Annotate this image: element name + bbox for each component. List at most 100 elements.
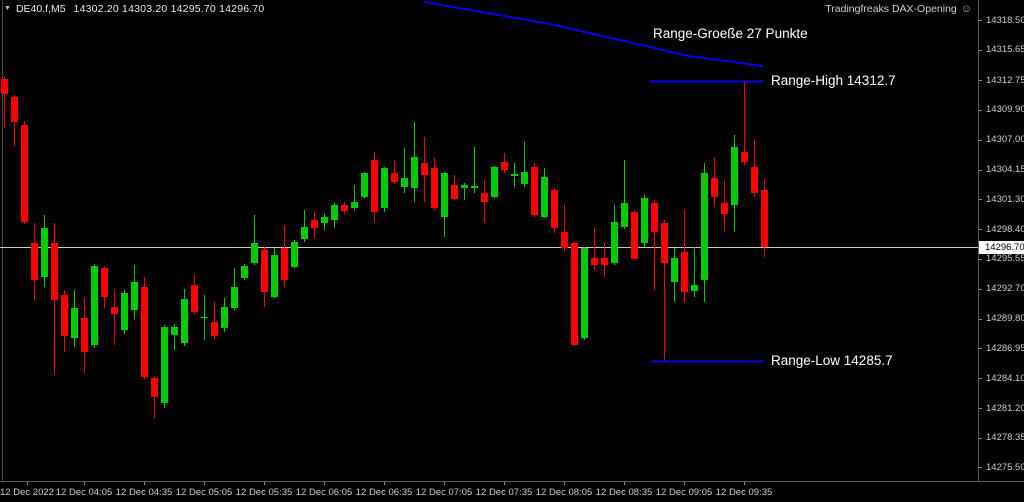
candle-body	[341, 205, 348, 211]
time-axis-tick	[204, 482, 205, 485]
candle-body	[11, 97, 18, 122]
dropdown-arrow-icon[interactable]: ▼	[4, 5, 11, 12]
candle-body	[741, 152, 748, 162]
candle-body	[501, 162, 508, 170]
candle-body	[421, 163, 428, 175]
time-axis-label: 12 Dec 05:35	[235, 487, 293, 498]
candle-body	[581, 248, 588, 338]
candle-body	[651, 203, 658, 232]
candle-body	[621, 203, 628, 227]
candle-body	[611, 222, 618, 263]
price-axis-label: 14304.15	[986, 164, 1024, 176]
candle-body	[81, 318, 88, 352]
price-axis-tick	[979, 140, 982, 141]
time-axis-tick	[684, 482, 685, 485]
price-axis-tick	[979, 170, 982, 171]
candle-body	[491, 167, 498, 197]
price-axis-label: 14278.35	[986, 432, 1024, 444]
time-axis-label: 12 Dec 04:05	[55, 487, 113, 498]
candle-body	[351, 202, 358, 208]
time-axis-label: 12 Dec 08:35	[595, 487, 653, 498]
ohlc-readout: 14302.20 14303.20 14295.70 14296.70	[73, 3, 265, 15]
price-axis-label: 14289.80	[986, 313, 1024, 325]
candle-body	[191, 285, 198, 312]
candle-body	[21, 125, 28, 222]
candle-body	[591, 258, 598, 265]
candle-body	[201, 317, 208, 318]
candle-body	[531, 167, 538, 215]
price-axis[interactable]: 14296.70 14318.50 14315.65 14312.75 14309.9…	[978, 0, 1024, 481]
chart-title: ▼ DE40.f,M5 14302.20 14303.20 14295.70 142…	[4, 3, 264, 15]
candle-body	[381, 168, 388, 208]
price-axis-tick	[979, 259, 982, 260]
candle-body	[601, 258, 608, 265]
price-axis-label: 14307.00	[986, 134, 1024, 146]
candle-body	[431, 168, 438, 208]
time-axis-label: 12 Dec 04:35	[115, 487, 173, 498]
candle-body	[661, 223, 668, 263]
price-axis-label: 14318.50	[986, 14, 1024, 26]
candle-body	[761, 190, 768, 247]
time-axis-label: 12 Dec 07:05	[415, 487, 473, 498]
candle-body	[541, 177, 548, 217]
price-axis-label: 14284.10	[986, 372, 1024, 384]
price-axis-tick	[979, 20, 982, 21]
candle-body	[261, 250, 268, 292]
candle-body	[301, 227, 308, 239]
price-axis-label: 14295.55	[986, 253, 1024, 265]
candle-body	[441, 173, 448, 217]
price-axis-tick	[979, 110, 982, 111]
candle-body	[411, 157, 418, 188]
price-axis-tick	[979, 378, 982, 379]
time-axis-label: 12 Dec 09:05	[655, 487, 713, 498]
chart-area[interactable]: ▼ DE40.f,M5 14302.20 14303.20 14295.70 142…	[0, 0, 978, 481]
candle-body	[291, 242, 298, 267]
candle-body	[701, 173, 708, 280]
descending-trendline[interactable]	[423, 1, 764, 67]
price-axis-label: 14281.20	[986, 402, 1024, 414]
range-size-label[interactable]: Range-Groeße 27 Punkte	[653, 26, 808, 41]
candle-body	[551, 190, 558, 228]
price-axis-label: 14301.30	[986, 193, 1024, 205]
candle-body	[141, 287, 148, 377]
candle-body	[571, 243, 578, 345]
current-price-tag: 14296.70	[979, 240, 1024, 254]
price-axis-tick	[979, 348, 982, 349]
price-axis-tick	[979, 80, 982, 81]
candle-body	[311, 220, 318, 228]
candle-body	[51, 243, 58, 300]
time-axis[interactable]: 12 Dec 2022 12 Dec 04:05 12 Dec 04:35 12 De…	[0, 481, 1024, 502]
price-axis-tick	[979, 50, 982, 51]
time-axis-tick	[27, 482, 28, 485]
candle-body	[321, 217, 328, 223]
candle-body	[361, 173, 368, 197]
candle-body	[221, 307, 228, 328]
candlestick-chart[interactable]	[0, 0, 978, 481]
candle-body	[631, 212, 638, 259]
price-axis-tick	[979, 467, 982, 468]
candle-body	[331, 205, 338, 220]
range-high-label[interactable]: Range-High 14312.7	[771, 72, 896, 88]
candle-body	[521, 172, 528, 184]
candle-body	[181, 299, 188, 343]
candle-body	[231, 287, 238, 308]
time-axis-tick	[264, 482, 265, 485]
candle-body	[641, 198, 648, 243]
price-axis-label: 14275.50	[986, 461, 1024, 473]
time-axis-label: 12 Dec 05:05	[175, 487, 233, 498]
time-axis-label: 12 Dec 07:35	[475, 487, 533, 498]
smiley-status-icon[interactable]: ☺	[960, 3, 972, 15]
candle-body	[101, 268, 108, 297]
price-axis-label: 14286.95	[986, 342, 1024, 354]
candle-body	[371, 160, 378, 212]
price-axis-tick	[979, 229, 982, 230]
candle-body	[1, 79, 8, 94]
candle-body	[161, 327, 168, 403]
time-axis-label: 12 Dec 06:05	[295, 487, 353, 498]
candle-body	[111, 307, 118, 314]
candle-body	[281, 248, 288, 280]
time-axis-tick	[144, 482, 145, 485]
range-low-label[interactable]: Range-Low 14285.7	[771, 353, 893, 369]
candle-body	[171, 327, 178, 335]
candle-body	[731, 147, 738, 205]
